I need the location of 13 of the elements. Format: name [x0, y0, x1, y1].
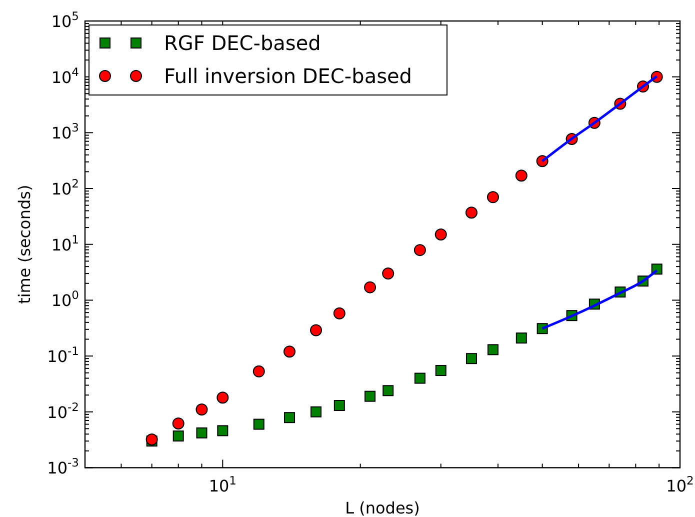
legend-label: RGF DEC-based [164, 31, 321, 55]
y-axis-title: time (seconds) [15, 184, 34, 304]
y-tick-label: 10$^{2}$ [51, 176, 79, 199]
legend-label: Full inversion DEC-based [164, 64, 412, 88]
y-tick-label: 10$^{-2}$ [47, 400, 79, 422]
y-tick-label: 10$^{0}$ [51, 288, 79, 310]
y-tick-label: 10$^{5}$ [51, 9, 79, 31]
y-tick-label: 10$^{4}$ [51, 64, 79, 87]
y-tick-label: 10$^{-3}$ [47, 456, 79, 478]
y-tick-label: 10$^{1}$ [51, 232, 79, 254]
x-axis-title: L (nodes) [345, 498, 420, 517]
y-tick-label: 10$^{-1}$ [47, 344, 79, 366]
y-tick-label: 10$^{3}$ [51, 120, 79, 143]
